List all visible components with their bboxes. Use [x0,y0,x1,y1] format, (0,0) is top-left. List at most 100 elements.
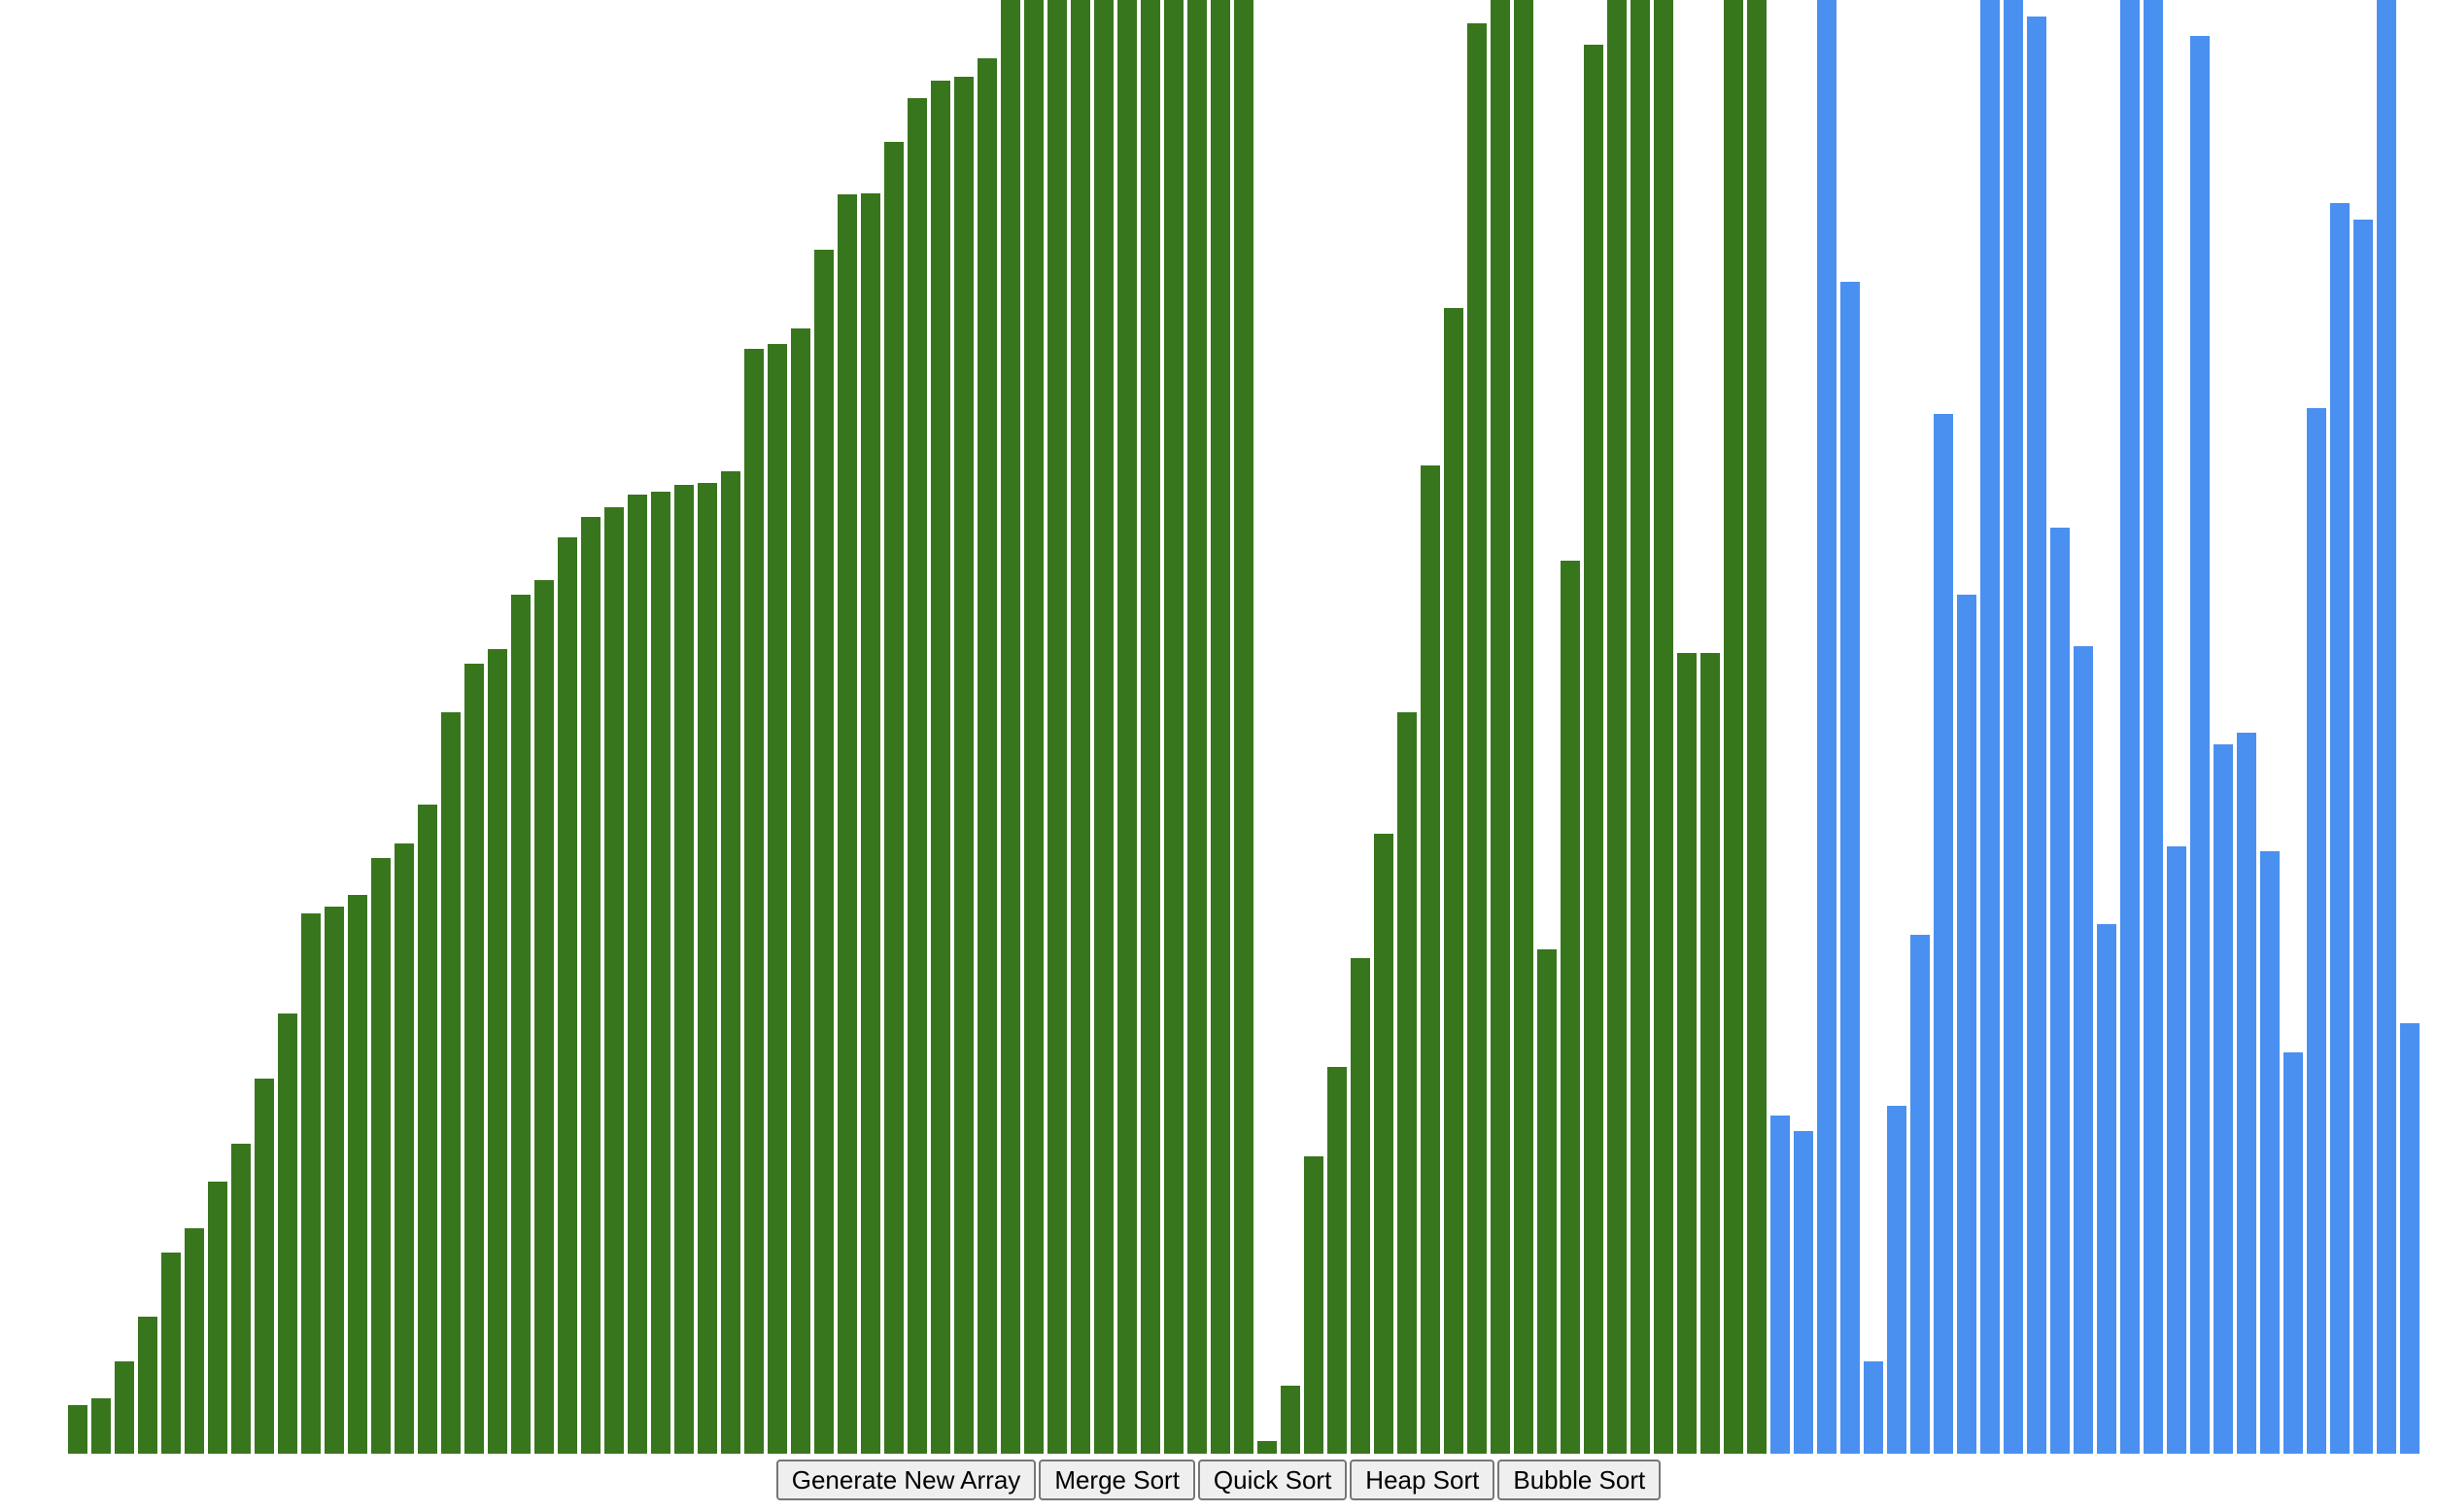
array-bar [628,495,647,1454]
array-bar [231,1144,251,1454]
array-bar [2167,846,2186,1454]
array-bar [1421,465,1440,1454]
array-bar [325,907,344,1454]
array-bar [1934,414,1953,1454]
controls-bar: Generate New Array Merge Sort Quick Sort… [0,1460,2437,1500]
array-bar [91,1398,111,1454]
array-bar [1164,0,1184,1454]
array-bar [2027,17,2046,1454]
array-bar [161,1253,181,1454]
array-bar [511,595,531,1454]
array-bar [2400,1023,2420,1454]
array-bar [2004,0,2023,1454]
array-bar [931,81,950,1454]
array-bar [791,328,810,1454]
array-bar [348,895,367,1454]
array-bar [1024,0,1044,1454]
array-bar [1117,0,1137,1454]
array-bar [1561,561,1580,1454]
array-bar [534,580,554,1454]
array-bar [2190,36,2210,1454]
array-bar [1817,0,1836,1454]
array-bar [1537,949,1557,1454]
array-bar [371,858,391,1454]
array-bar [674,485,694,1454]
array-bar [488,649,507,1454]
array-bar [2377,0,2396,1454]
array-bar [2307,408,2326,1454]
array-bar [1794,1131,1813,1454]
array-bar [1094,0,1114,1454]
array-bar [1980,0,2000,1454]
array-bar [1047,0,1067,1454]
array-bar [721,471,740,1454]
array-bar [1840,282,1860,1454]
array-bar [1374,834,1393,1454]
array-bar [1957,595,1976,1454]
array-bar [1700,653,1720,1454]
array-bar [1607,0,1627,1454]
array-bar [604,507,624,1454]
array-bar [1187,0,1207,1454]
array-bar [1724,0,1743,1454]
array-bar [1234,0,1253,1454]
array-bar [1444,308,1463,1454]
array-bar [581,517,601,1454]
array-bar [395,843,414,1454]
array-bar [2353,220,2373,1454]
heap-sort-button[interactable]: Heap Sort [1350,1460,1495,1500]
array-bar [861,193,880,1454]
quick-sort-button[interactable]: Quick Sort [1197,1460,1348,1500]
array-bar [185,1228,204,1454]
array-bar [255,1079,274,1454]
merge-sort-button[interactable]: Merge Sort [1039,1460,1195,1500]
array-bar [464,664,484,1454]
array-bar [301,913,321,1454]
array-bar [2214,744,2233,1454]
array-bar [1304,1156,1323,1454]
array-bar [2097,924,2116,1454]
array-bar [2260,851,2280,1454]
array-bar [1654,0,1673,1454]
array-bar [278,1014,297,1454]
array-bar [1677,653,1697,1454]
array-bar [1747,0,1767,1454]
array-bar [1281,1386,1300,1454]
array-bar [1910,935,1930,1454]
array-bar [1770,1116,1790,1454]
array-bar [768,344,787,1454]
array-bar [115,1361,134,1454]
array-bar [1864,1361,1883,1454]
array-bar [138,1317,157,1454]
array-bar [908,98,927,1454]
array-bar [2237,733,2256,1454]
array-bar [1327,1067,1347,1454]
array-bar [651,492,670,1454]
array-bar [1001,0,1020,1454]
bubble-sort-button[interactable]: Bubble Sort [1497,1460,1662,1500]
array-bar [954,77,974,1454]
array-bar [1211,0,1230,1454]
generate-new-array-button[interactable]: Generate New Array [775,1460,1037,1500]
array-bar [558,537,577,1454]
array-bar [1397,712,1417,1454]
array-bar [1584,45,1603,1454]
array-bar [814,250,834,1454]
array-bar [2120,0,2140,1454]
array-bar [978,58,997,1454]
array-bar [1887,1106,1906,1454]
array-bar [1467,23,1487,1454]
array-bar [838,194,857,1454]
array-bar [1630,0,1650,1454]
array-bar [1141,0,1160,1454]
array-bar [1351,958,1370,1454]
array-bar [698,483,717,1454]
array-bar [1257,1441,1277,1454]
array-bar [1071,0,1090,1454]
array-bar [2144,0,2163,1454]
array-bar [2050,528,2070,1454]
array-bar [418,805,437,1454]
array-bar [208,1182,227,1454]
array-bar [744,349,764,1454]
